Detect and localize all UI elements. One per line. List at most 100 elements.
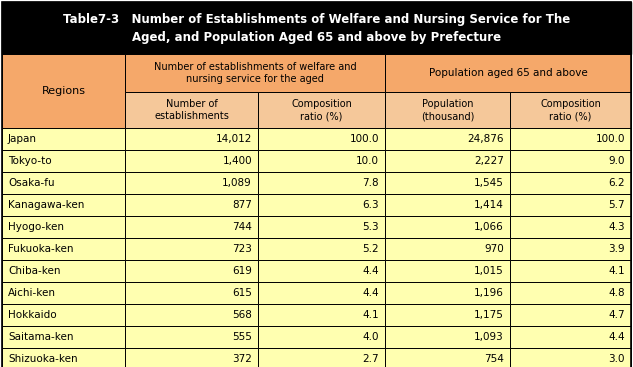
Bar xyxy=(125,128,258,150)
Text: 4.8: 4.8 xyxy=(608,288,625,298)
Text: 100.0: 100.0 xyxy=(596,134,625,144)
Bar xyxy=(2,326,125,348)
Bar xyxy=(125,348,258,367)
Bar xyxy=(125,282,258,304)
Text: 3.9: 3.9 xyxy=(608,244,625,254)
Text: 4.0: 4.0 xyxy=(363,332,379,342)
Bar xyxy=(385,282,510,304)
Bar xyxy=(2,2,631,54)
Text: 5.3: 5.3 xyxy=(362,222,379,232)
Text: 1,175: 1,175 xyxy=(474,310,504,320)
Text: 1,093: 1,093 xyxy=(474,332,504,342)
Bar xyxy=(510,92,631,128)
Bar xyxy=(385,216,510,238)
Text: 4.7: 4.7 xyxy=(608,310,625,320)
Bar xyxy=(2,238,125,260)
Bar xyxy=(258,326,385,348)
Text: 1,089: 1,089 xyxy=(222,178,252,188)
Text: 1,414: 1,414 xyxy=(474,200,504,210)
Text: Hokkaido: Hokkaido xyxy=(8,310,56,320)
Bar xyxy=(258,92,385,128)
Text: Kanagawa-ken: Kanagawa-ken xyxy=(8,200,84,210)
Bar xyxy=(510,326,631,348)
Text: Tokyo-to: Tokyo-to xyxy=(8,156,52,166)
Text: 9.0: 9.0 xyxy=(608,156,625,166)
Bar xyxy=(510,172,631,194)
Bar xyxy=(510,260,631,282)
Text: 4.4: 4.4 xyxy=(608,332,625,342)
Text: Number of
establishments: Number of establishments xyxy=(154,99,229,121)
Text: 4.1: 4.1 xyxy=(362,310,379,320)
Bar xyxy=(258,128,385,150)
Bar xyxy=(510,238,631,260)
Text: 4.1: 4.1 xyxy=(608,266,625,276)
Text: Fukuoka-ken: Fukuoka-ken xyxy=(8,244,73,254)
Bar xyxy=(510,150,631,172)
Text: 100.0: 100.0 xyxy=(349,134,379,144)
Text: 5.7: 5.7 xyxy=(608,200,625,210)
Text: Shizuoka-ken: Shizuoka-ken xyxy=(8,354,78,364)
Text: Japan: Japan xyxy=(8,134,37,144)
Text: 1,066: 1,066 xyxy=(474,222,504,232)
Text: 3.0: 3.0 xyxy=(608,354,625,364)
Text: 1,196: 1,196 xyxy=(474,288,504,298)
Text: 2,227: 2,227 xyxy=(474,156,504,166)
Bar xyxy=(385,326,510,348)
Text: 1,400: 1,400 xyxy=(222,156,252,166)
Text: 619: 619 xyxy=(232,266,252,276)
Bar xyxy=(2,194,125,216)
Bar xyxy=(125,194,258,216)
Text: 14,012: 14,012 xyxy=(216,134,252,144)
Bar xyxy=(258,238,385,260)
Bar xyxy=(125,304,258,326)
Text: 1,015: 1,015 xyxy=(474,266,504,276)
Text: 970: 970 xyxy=(484,244,504,254)
Bar xyxy=(385,238,510,260)
Text: 2.7: 2.7 xyxy=(362,354,379,364)
Text: 615: 615 xyxy=(232,288,252,298)
Bar xyxy=(258,216,385,238)
Text: 744: 744 xyxy=(232,222,252,232)
Bar xyxy=(258,304,385,326)
Text: 1,545: 1,545 xyxy=(474,178,504,188)
Bar xyxy=(125,216,258,238)
Text: 555: 555 xyxy=(232,332,252,342)
Bar xyxy=(510,216,631,238)
Bar xyxy=(2,260,125,282)
Bar xyxy=(385,92,510,128)
Bar xyxy=(385,304,510,326)
Bar xyxy=(510,282,631,304)
Text: Aged, and Population Aged 65 and above by Prefecture: Aged, and Population Aged 65 and above b… xyxy=(132,32,501,44)
Text: Hyogo-ken: Hyogo-ken xyxy=(8,222,64,232)
Text: 4.3: 4.3 xyxy=(608,222,625,232)
Text: Aichi-ken: Aichi-ken xyxy=(8,288,56,298)
Bar xyxy=(510,128,631,150)
Text: Regions: Regions xyxy=(42,86,85,96)
Bar xyxy=(125,54,385,92)
Text: 24,876: 24,876 xyxy=(468,134,504,144)
Bar xyxy=(510,348,631,367)
Bar xyxy=(385,150,510,172)
Bar xyxy=(2,216,125,238)
Text: Chiba-ken: Chiba-ken xyxy=(8,266,61,276)
Bar xyxy=(125,172,258,194)
Text: Number of establishments of welfare and
nursing service for the aged: Number of establishments of welfare and … xyxy=(154,62,356,84)
Text: Population aged 65 and above: Population aged 65 and above xyxy=(429,68,587,78)
Bar xyxy=(385,348,510,367)
Text: 5.2: 5.2 xyxy=(362,244,379,254)
Text: 568: 568 xyxy=(232,310,252,320)
Bar xyxy=(2,150,125,172)
Bar xyxy=(258,194,385,216)
Text: Composition
ratio (%): Composition ratio (%) xyxy=(540,99,601,121)
Bar xyxy=(258,348,385,367)
Text: 372: 372 xyxy=(232,354,252,364)
Text: 7.8: 7.8 xyxy=(362,178,379,188)
Bar xyxy=(510,194,631,216)
Bar xyxy=(510,304,631,326)
Bar xyxy=(258,260,385,282)
Text: 10.0: 10.0 xyxy=(356,156,379,166)
Bar xyxy=(258,172,385,194)
Text: Saitama-ken: Saitama-ken xyxy=(8,332,73,342)
Text: Osaka-fu: Osaka-fu xyxy=(8,178,54,188)
Bar xyxy=(385,194,510,216)
